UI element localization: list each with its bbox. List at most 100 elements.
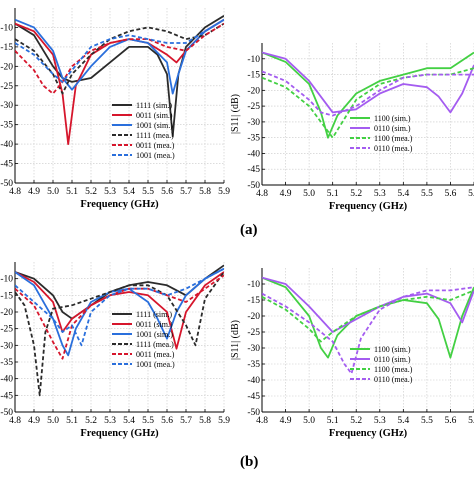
y-tick-label: -50	[0, 179, 13, 189]
x-tick-label: 5.0	[303, 189, 315, 199]
y-tick-label: -45	[0, 391, 13, 401]
y-tick-label: -20	[0, 62, 13, 72]
series-line-1100-sim-	[262, 51, 474, 139]
x-tick-label: 4.9	[28, 416, 40, 426]
x-axis-label: Frequency (GHz)	[80, 428, 159, 439]
series-line-0011-mea-	[15, 22, 224, 95]
legend-label: 0011 (sim.)	[136, 320, 173, 329]
x-tick-label: 5.9	[218, 416, 230, 426]
x-tick-label: 5.3	[104, 416, 116, 426]
y-tick-label: -35	[0, 121, 13, 131]
legend-label: 1111 (mea.)	[136, 340, 174, 349]
x-tick-label: 5.4	[123, 187, 135, 197]
y-tick-label: -10	[0, 275, 13, 285]
x-tick-label: 5.3	[104, 187, 116, 197]
x-tick-label: 5.5	[421, 416, 433, 426]
x-tick-label: 5.5	[142, 416, 154, 426]
legend-label: 1111 (sim.)	[136, 310, 172, 319]
x-tick-label: 4.8	[256, 416, 268, 426]
x-tick-label: 5.7	[180, 187, 192, 197]
x-tick-label: 5.0	[47, 187, 59, 197]
chart-a-right: 4.8 4.9 5.0 5.1 5.2 5.3 5.4 5.5 5.6 5.7 -10 -15 -20 -…	[230, 43, 474, 212]
series-line-0011-sim-	[15, 271, 224, 350]
legend-label: 0011 (mea.)	[136, 141, 175, 150]
legend-label: 0110 (sim.)	[374, 124, 411, 133]
y-tick-label: -50	[247, 408, 260, 418]
x-tick-label: 5.7	[180, 416, 192, 426]
x-tick-label: 5.2	[350, 189, 362, 199]
x-tick-label: 5.1	[327, 189, 339, 199]
legend-label: 1100 (mea.)	[374, 134, 413, 143]
legend-label: 1001 (mea.)	[136, 360, 175, 369]
series-line-0110-sim-	[262, 51, 474, 114]
y-tick-label: -35	[247, 360, 260, 370]
x-tick-label: 5.4	[123, 416, 135, 426]
x-tick-label: 5.5	[421, 189, 433, 199]
y-tick-label: -10	[0, 23, 13, 33]
y-tick-label: -15	[0, 291, 13, 301]
y-tick-label: -25	[247, 328, 260, 338]
series-line-0110-sim-	[262, 276, 474, 333]
plot-area	[15, 264, 224, 397]
series-line-1001-sim-	[15, 267, 224, 357]
legend-label: 1001 (sim.)	[136, 330, 173, 339]
y-tick-label: -25	[0, 325, 13, 335]
x-tick-label: 5.3	[374, 416, 386, 426]
y-tick-label: -35	[0, 358, 13, 368]
legend-label: 1100 (sim.)	[374, 345, 411, 354]
x-tick-label: 4.9	[280, 189, 292, 199]
legend-label: 0110 (mea.)	[374, 144, 413, 153]
y-tick-label: -20	[247, 312, 260, 322]
y-tick-label: -35	[247, 134, 260, 144]
y-tick-label: -25	[0, 82, 13, 92]
y-axis-label: |S11| (dB)	[230, 94, 241, 134]
x-tick-label: 5.1	[66, 187, 78, 197]
legend-label: 1001 (sim.)	[136, 121, 173, 130]
series-line-1001-sim-	[15, 18, 224, 95]
y-tick-label: -10	[247, 280, 260, 290]
series-line-1001-mea-	[15, 18, 224, 83]
x-tick-label: 5.8	[199, 416, 211, 426]
x-tick-label: 5.8	[199, 187, 211, 197]
y-tick-label: -20	[0, 308, 13, 318]
x-tick-label: 5.6	[445, 416, 457, 426]
series-line-0110-mea-	[262, 286, 474, 375]
y-tick-label: -40	[247, 149, 260, 159]
y-tick-label: -30	[247, 344, 260, 354]
x-axis-label: Frequency (GHz)	[329, 428, 408, 439]
legend: 1100 (sim.)0110 (sim.)1100 (mea.)0110 (m…	[350, 114, 413, 153]
y-tick-label: -15	[247, 296, 260, 306]
y-tick-label: -45	[247, 165, 260, 175]
y-tick-label: -40	[0, 375, 13, 385]
x-axis-label: Frequency (GHz)	[80, 199, 159, 210]
y-tick-label: -50	[0, 408, 13, 418]
y-tick-label: -10	[247, 55, 260, 65]
x-tick-label: 5.7	[468, 189, 474, 199]
plot-area	[15, 15, 224, 146]
series-line-0011-sim-	[15, 18, 224, 146]
chart-b-right: 4.8 4.9 5.0 5.1 5.2 5.3 5.4 5.5 5.6 5.7 -10 -15 -20 -…	[230, 268, 474, 439]
legend-label: 1001 (mea.)	[136, 151, 175, 160]
y-tick-label: -40	[247, 376, 260, 386]
x-tick-label: 5.2	[85, 416, 97, 426]
x-tick-label: 5.6	[445, 189, 457, 199]
x-tick-label: 4.8	[9, 187, 21, 197]
series-line-0110-mea-	[262, 70, 474, 117]
y-tick-label: -30	[0, 341, 13, 351]
panel-label-a: (a)	[240, 222, 258, 238]
x-tick-label: 4.8	[9, 416, 21, 426]
legend: 1111 (sim.)0011 (sim.)1001 (sim.)1111 (m…	[112, 310, 175, 369]
legend-label: 0110 (mea.)	[374, 375, 413, 384]
x-tick-label: 5.4	[397, 189, 409, 199]
y-tick-label: -25	[247, 102, 260, 112]
x-tick-label: 5.6	[161, 416, 173, 426]
x-tick-label: 4.8	[256, 189, 268, 199]
y-tick-label: -40	[0, 140, 13, 150]
x-tick-label: 5.0	[47, 416, 59, 426]
x-tick-label: 5.7	[468, 416, 474, 426]
y-tick-label: -15	[247, 71, 260, 81]
series-line-1100-mea-	[262, 289, 474, 343]
y-tick-label: -20	[247, 86, 260, 96]
legend-label: 1100 (mea.)	[374, 365, 413, 374]
